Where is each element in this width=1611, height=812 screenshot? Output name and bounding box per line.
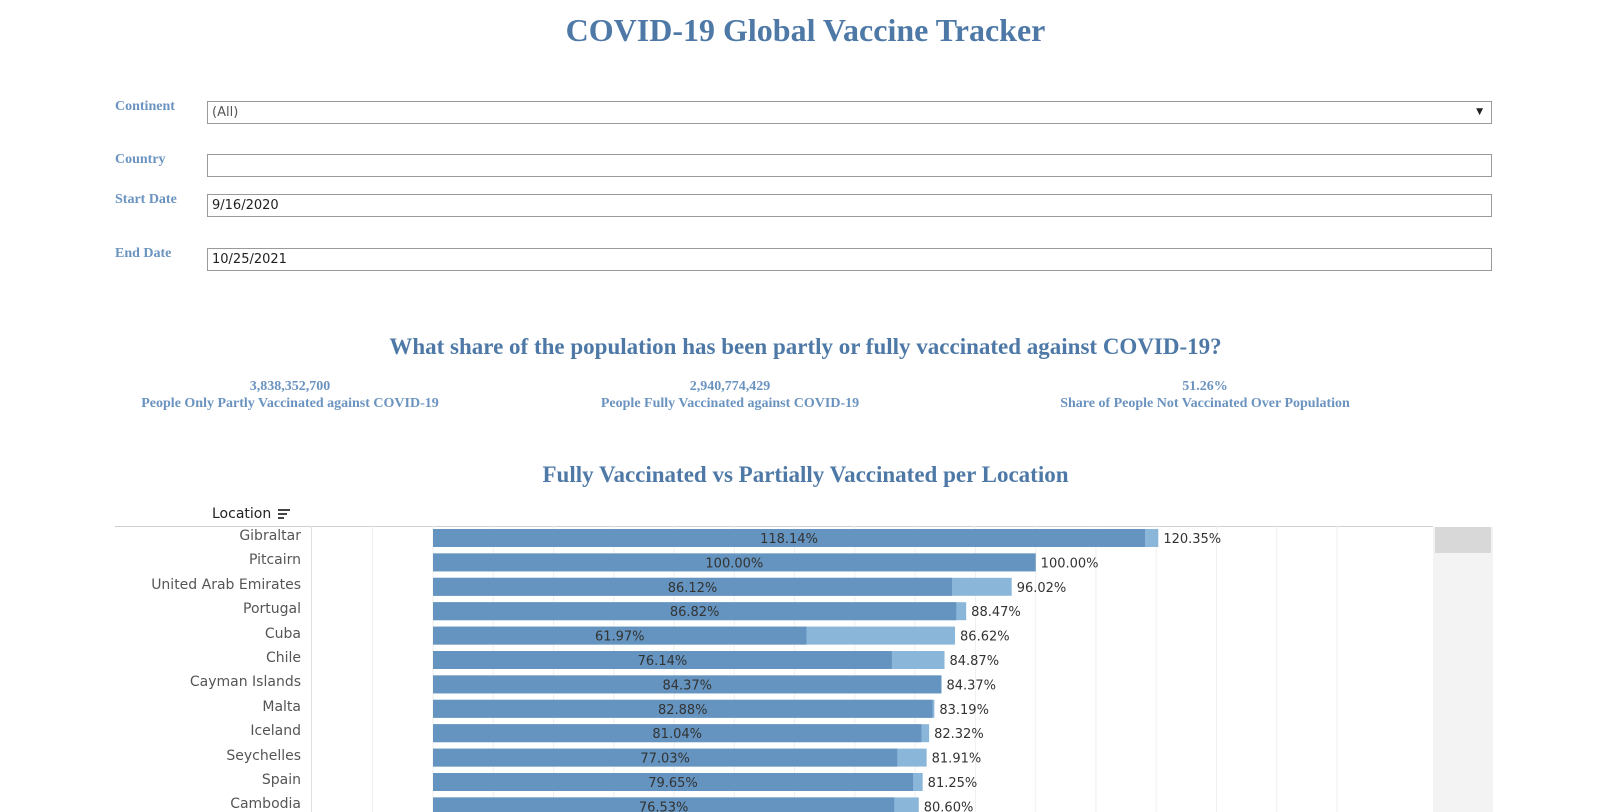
- fully-vaccinated-bar[interactable]: [433, 577, 953, 596]
- location-label: Cambodia: [230, 796, 301, 812]
- fully-vaccinated-bar[interactable]: [433, 626, 807, 645]
- total-vaccinated-label: 84.87%: [949, 654, 999, 669]
- fully-vaccinated-bar[interactable]: [433, 553, 1036, 572]
- continent-filter-label: Continent: [115, 99, 175, 114]
- start-date-filter-label: Start Date: [115, 192, 177, 207]
- scrollbar-track[interactable]: [1433, 527, 1493, 812]
- location-label: Cayman Islands: [189, 674, 301, 691]
- total-vaccinated-label: 100.00%: [1041, 556, 1099, 571]
- kpi-partly-value: 3,838,352,700: [249, 379, 331, 394]
- fully-vaccinated-label: 79.65%: [648, 776, 698, 791]
- chevron-down-icon: ▼: [1476, 107, 1483, 117]
- location-label: United Arab Emirates: [151, 576, 301, 593]
- fully-vaccinated-bar[interactable]: [433, 675, 942, 694]
- country-filter-label: Country: [115, 152, 166, 167]
- total-vaccinated-label: 80.60%: [924, 800, 974, 812]
- total-vaccinated-label: 81.91%: [932, 752, 982, 767]
- fully-vaccinated-bar[interactable]: [433, 529, 1145, 547]
- kpi-not-vaccinated-value: 51.26%: [1182, 379, 1228, 394]
- location-label: Iceland: [250, 723, 301, 740]
- kpi-section-title: What share of the population has been pa…: [389, 334, 1222, 359]
- fully-vaccinated-label: 61.97%: [595, 630, 645, 645]
- kpi-fully-value: 2,940,774,429: [689, 379, 771, 394]
- kpi-not-vaccinated-label: Share of People Not Vaccinated Over Popu…: [1060, 396, 1350, 411]
- location-label: Spain: [261, 772, 301, 788]
- end-date-input[interactable]: 10/25/2021: [207, 248, 1492, 271]
- location-label: Seychelles: [226, 747, 301, 764]
- location-header-label: Location: [212, 506, 272, 522]
- location-label: Portugal: [243, 601, 301, 618]
- total-vaccinated-label: 88.47%: [971, 605, 1021, 620]
- fully-vaccinated-bar[interactable]: [433, 602, 957, 621]
- kpi-fully-label: People Fully Vaccinated against COVID-19: [600, 396, 860, 411]
- fully-vaccinated-bar[interactable]: [433, 748, 898, 767]
- bar-chart: Gibraltar Pitcairn United Arab Emirates Por…: [115, 526, 1493, 812]
- end-date-filter-label: End Date: [115, 246, 172, 261]
- fully-vaccinated-label: 76.14%: [638, 654, 688, 669]
- fully-vaccinated-label: 118.14%: [760, 532, 818, 547]
- kpi-fully-vaccinated: 2,940,774,429 People Fully Vaccinated ag…: [560, 378, 900, 412]
- fully-vaccinated-bar[interactable]: [433, 699, 933, 718]
- fully-vaccinated-bar[interactable]: [433, 797, 895, 812]
- chart-title: Fully Vaccinated vs Partially Vaccinated…: [542, 462, 1069, 487]
- fully-vaccinated-label: 84.37%: [662, 678, 712, 693]
- start-date-input[interactable]: 9/16/2020: [207, 194, 1492, 217]
- location-label: Pitcairn: [248, 552, 301, 569]
- fully-vaccinated-label: 86.12%: [668, 581, 718, 596]
- total-vaccinated-label: 120.35%: [1163, 532, 1221, 547]
- fully-vaccinated-label: 81.04%: [652, 727, 702, 742]
- fully-vaccinated-label: 82.88%: [658, 703, 708, 718]
- continent-select[interactable]: (All) ▼: [207, 101, 1492, 124]
- fully-vaccinated-label: 77.03%: [640, 752, 690, 767]
- fully-vaccinated-bar[interactable]: [433, 651, 892, 669]
- location-label: Gibraltar: [239, 528, 301, 544]
- sort-icon[interactable]: [278, 509, 291, 519]
- continent-select-value: (All): [212, 105, 239, 120]
- total-vaccinated-label: 81.25%: [928, 776, 978, 791]
- total-vaccinated-label: 83.19%: [939, 703, 989, 718]
- fully-vaccinated-label: 100.00%: [705, 556, 763, 571]
- total-vaccinated-label: 82.32%: [934, 727, 984, 742]
- location-label: Malta: [262, 698, 301, 715]
- kpi-partly-label: People Only Partly Vaccinated against CO…: [141, 396, 439, 411]
- location-label: Cuba: [264, 625, 301, 642]
- location-column-header[interactable]: Location: [212, 506, 291, 522]
- scrollbar-thumb[interactable]: [1435, 527, 1491, 553]
- location-label: Chile: [265, 650, 301, 666]
- kpi-partly-vaccinated: 3,838,352,700 People Only Partly Vaccina…: [110, 378, 470, 412]
- bar-chart-svg: 118.14% 120.35% 100.00% 100.00% 86.12% 96.02%…: [115, 526, 1493, 812]
- kpi-not-vaccinated-share: 51.26% Share of People Not Vaccinated Ov…: [1030, 378, 1380, 412]
- fully-vaccinated-bar[interactable]: [433, 773, 914, 791]
- fully-vaccinated-label: 86.82%: [670, 605, 720, 620]
- page-title: COVID-19 Global Vaccine Tracker: [565, 12, 1046, 48]
- country-input[interactable]: [207, 154, 1492, 177]
- total-vaccinated-label: 84.37%: [946, 678, 996, 693]
- fully-vaccinated-label: 76.53%: [639, 800, 689, 812]
- fully-vaccinated-bar[interactable]: [433, 724, 922, 743]
- total-vaccinated-label: 86.62%: [960, 630, 1010, 645]
- total-vaccinated-label: 96.02%: [1017, 581, 1067, 596]
